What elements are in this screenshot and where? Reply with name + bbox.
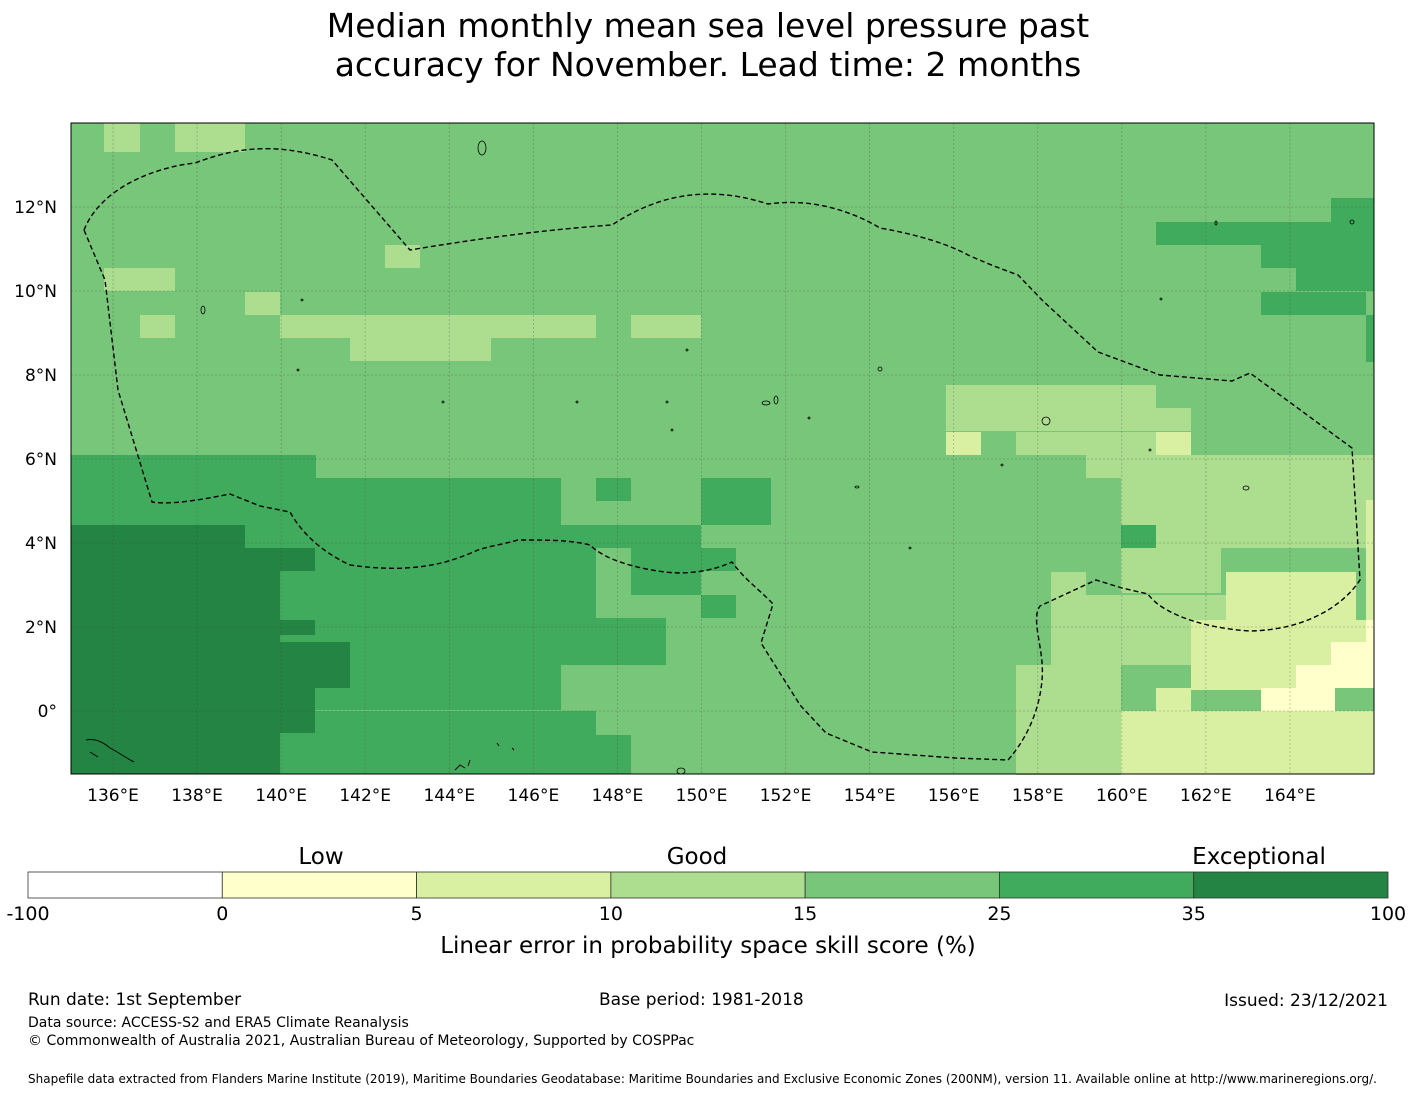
x-tick-label: 150°E bbox=[676, 786, 728, 806]
colorbar-category-low: Low bbox=[298, 844, 343, 870]
title-line-1: Median monthly mean sea level pressure p… bbox=[326, 6, 1090, 45]
x-tick-label: 162°E bbox=[1180, 786, 1232, 806]
data-source: Data source: ACCESS-S2 and ERA5 Climate … bbox=[28, 1015, 409, 1031]
x-tick-label: 144°E bbox=[423, 786, 475, 806]
y-tick-label: 10°N bbox=[14, 282, 57, 302]
x-tick-label: 148°E bbox=[592, 786, 644, 806]
x-tick-label: 140°E bbox=[255, 786, 307, 806]
y-tick-label: 8°N bbox=[25, 366, 57, 386]
colorbar-swatch bbox=[999, 871, 1195, 899]
chart-title: Median monthly mean sea level pressure p… bbox=[0, 6, 1416, 84]
colorbar-swatch bbox=[416, 871, 612, 899]
x-tick-label: 142°E bbox=[339, 786, 391, 806]
x-tick-label: 160°E bbox=[1096, 786, 1148, 806]
colorbar-category-good: Good bbox=[667, 844, 728, 870]
island-outlines bbox=[85, 140, 1355, 775]
colorbar-swatch bbox=[804, 871, 1000, 899]
y-tick-label: 12°N bbox=[14, 198, 57, 218]
base-period: Base period: 1981-2018 bbox=[599, 990, 804, 1010]
colorbar-category-exceptional: Exceptional bbox=[1192, 844, 1326, 870]
colorbar-swatch bbox=[27, 871, 223, 899]
colorbar-tick-label: 15 bbox=[793, 903, 817, 925]
colorbar bbox=[27, 871, 1389, 899]
skill-score-grid bbox=[71, 123, 1374, 775]
colorbar-tick-label: -100 bbox=[6, 903, 49, 925]
x-tick-label: 136°E bbox=[87, 786, 139, 806]
colorbar-tick-label: 10 bbox=[599, 903, 623, 925]
colorbar-swatch bbox=[221, 871, 417, 899]
issued-date: Issued: 23/12/2021 bbox=[1224, 991, 1388, 1011]
y-tick-label: 0° bbox=[38, 702, 57, 722]
colorbar-tick-label: 100 bbox=[1370, 903, 1406, 925]
x-tick-label: 152°E bbox=[760, 786, 812, 806]
title-line-2: accuracy for November. Lead time: 2 mont… bbox=[334, 45, 1082, 84]
x-tick-label: 156°E bbox=[928, 786, 980, 806]
copyright: © Commonwealth of Australia 2021, Austra… bbox=[28, 1033, 695, 1049]
y-tick-label: 4°N bbox=[25, 534, 57, 554]
x-tick-label: 146°E bbox=[508, 786, 560, 806]
colorbar-label: Linear error in probability space skill … bbox=[440, 933, 976, 959]
y-tick-label: 2°N bbox=[25, 618, 57, 638]
colorbar-tick-label: 5 bbox=[411, 903, 423, 925]
colorbar-ticks: -100 0 5 10 15 25 35 100 bbox=[6, 903, 1406, 925]
x-tick-label: 164°E bbox=[1264, 786, 1316, 806]
x-axis-ticks: 136°E 138°E 140°E 142°E 144°E 146°E 148°E 150°E… bbox=[87, 786, 1316, 806]
graticule bbox=[71, 123, 1374, 774]
eez-boundary bbox=[83, 147, 1361, 761]
y-axis-ticks: 0° 2°N 4°N 6°N 8°N 10°N 12°N bbox=[14, 198, 57, 722]
x-tick-label: 158°E bbox=[1012, 786, 1064, 806]
colorbar-tick-label: 25 bbox=[987, 903, 1011, 925]
x-tick-label: 154°E bbox=[844, 786, 896, 806]
run-date: Run date: 1st September bbox=[28, 990, 242, 1010]
x-tick-label: 138°E bbox=[171, 786, 223, 806]
map-frame bbox=[70, 122, 1375, 775]
y-tick-label: 6°N bbox=[25, 450, 57, 470]
colorbar-tick-label: 0 bbox=[216, 903, 228, 925]
colorbar-tick-label: 35 bbox=[1182, 903, 1206, 925]
shapefile-credit: Shapefile data extracted from Flanders M… bbox=[28, 1072, 1377, 1086]
colorbar-swatch bbox=[610, 871, 806, 899]
colorbar-swatch bbox=[1193, 871, 1389, 899]
